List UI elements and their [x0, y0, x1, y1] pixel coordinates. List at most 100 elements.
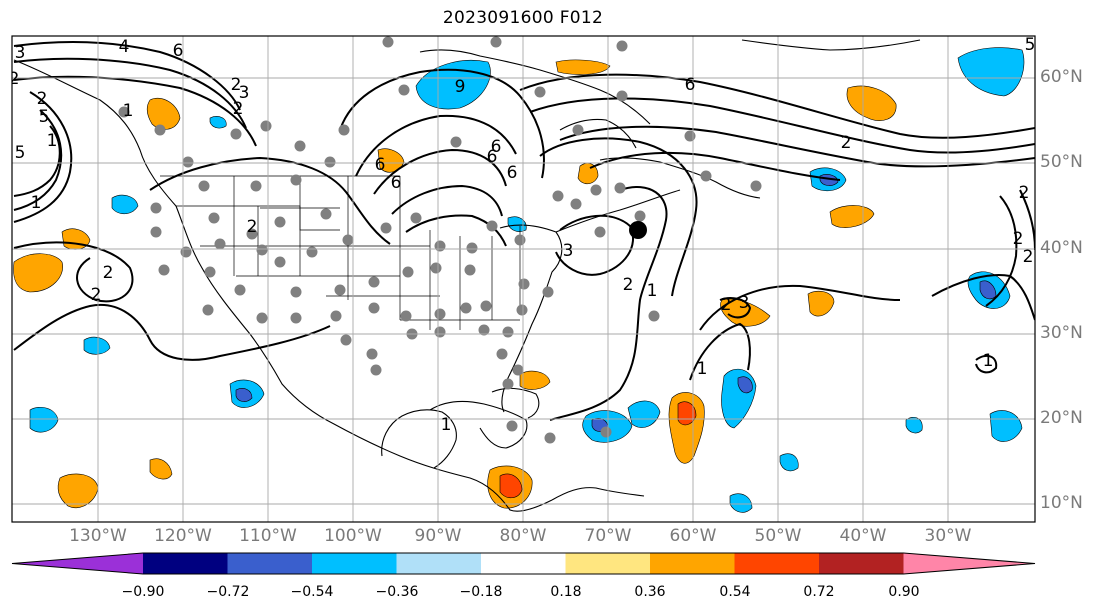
negative-anomaly-patch [83, 336, 111, 355]
colorbar-tick-label: −0.54 [290, 584, 334, 600]
colorbar-segment [227, 553, 313, 574]
positive-anomaly-patch [149, 458, 173, 480]
positive-anomaly-patch [377, 148, 405, 173]
contour-label: 3 [239, 83, 250, 103]
colorbar-tick-label: −0.72 [206, 584, 250, 600]
lon-label: 50°W [754, 526, 802, 546]
colorbar-segment [312, 553, 397, 574]
colorbar-tick-label: 0.72 [803, 584, 835, 600]
colorbar-segment [734, 553, 820, 574]
negative-anomaly-patch [957, 47, 1025, 97]
contour-label: 3 [739, 293, 750, 313]
lon-label: 70°W [584, 526, 632, 546]
negative-anomaly-patch [235, 388, 253, 402]
contour-label: 3 [15, 43, 26, 63]
positive-anomaly-patch [146, 98, 181, 130]
contour-label: 6 [375, 155, 386, 175]
negative-anomaly-patch [737, 376, 753, 394]
contour-label: 2 [721, 295, 732, 315]
negative-anomaly-patch [507, 216, 527, 232]
colorbar-tick-label: 0.90 [888, 584, 920, 600]
contour-label: 2 [247, 217, 258, 237]
contour-label: 1 [47, 131, 58, 151]
height-contours [13, 41, 1035, 421]
colorbar-segment [819, 553, 904, 574]
negative-anomaly-patch [905, 417, 923, 434]
lon-label: 130°W [69, 526, 127, 546]
contour-label: 2 [1019, 183, 1030, 203]
contour-label: 3 [563, 241, 574, 261]
negative-anomaly-patch [779, 453, 799, 472]
contour-label: 1 [647, 281, 658, 301]
colorbar-segment [143, 553, 228, 574]
lat-label: 60°N [1040, 67, 1083, 87]
lon-label: 80°W [499, 526, 547, 546]
positive-anomaly-patch [555, 59, 611, 75]
lon-label: 110°W [239, 526, 297, 546]
negative-anomaly-patch [627, 400, 661, 428]
colorbar-extend-min [12, 553, 143, 574]
contour-label: 2 [231, 75, 242, 95]
lon-label: 40°W [839, 526, 887, 546]
contour-label: 4 [119, 37, 130, 57]
colorbar-tick-label: −0.90 [121, 584, 165, 600]
contour-label: 2 [91, 285, 102, 305]
positive-anomaly-patch [13, 253, 63, 293]
lat-label: 20°N [1040, 408, 1083, 428]
lon-label: 120°W [154, 526, 212, 546]
colorbar-segment [396, 553, 482, 574]
positive-anomaly-patch [499, 473, 523, 499]
positive-anomaly-patch [846, 85, 897, 121]
contour-label: 2 [233, 99, 244, 119]
lat-label: 50°N [1040, 152, 1083, 172]
colorbar-tick-label: 0.18 [550, 584, 582, 600]
contour-label: 1 [123, 101, 134, 121]
positive-anomaly-patch [519, 370, 551, 390]
contour-label: 5 [15, 143, 26, 163]
contour-label: 1 [983, 351, 994, 371]
contour-label: 2 [841, 133, 852, 153]
lon-label: 30°W [924, 526, 972, 546]
lon-label: 90°W [414, 526, 462, 546]
colorbar [11, 552, 1036, 575]
contour-label: 2 [623, 275, 634, 295]
graticule [12, 36, 1035, 522]
colorbar-segment [650, 553, 735, 574]
lat-label: 30°N [1040, 323, 1083, 343]
highlighted-station-marker [629, 221, 647, 239]
contour-label: 5 [1025, 35, 1036, 55]
lat-label: 40°N [1040, 238, 1083, 258]
contour-label: 1 [697, 359, 708, 379]
contour-label: 2 [37, 89, 48, 109]
contour-label: 1 [31, 193, 42, 213]
colorbar-tick-label: −0.18 [459, 584, 503, 600]
lon-label: 100°W [324, 526, 382, 546]
map-plot-area: 3 4 6 3 2 1 2 9 6 6 2 1 2 3 6 6 2 1 2 2 … [12, 35, 1036, 522]
contour-label: 6 [491, 137, 502, 157]
station-markers [118, 36, 762, 444]
contour-label: 1 [441, 415, 452, 435]
colorbar-tick-label: 0.54 [719, 584, 751, 600]
state-borders [160, 175, 521, 330]
map-frame [11, 35, 1036, 523]
lat-label: 10°N [1040, 493, 1083, 513]
contour-label: 6 [685, 75, 696, 95]
contour-label: 6 [173, 41, 184, 61]
colorbar-extend-max [903, 553, 1035, 574]
negative-anomaly-patch [29, 407, 59, 433]
contour-label: 6 [507, 163, 518, 183]
lon-label: 60°W [669, 526, 717, 546]
contour-label: 6 [391, 173, 402, 193]
contour-label: 2 [1013, 229, 1024, 249]
positive-anomaly-patch [57, 473, 99, 508]
colorbar-segment [565, 553, 651, 574]
negative-anomaly-patch [989, 410, 1023, 442]
contour-label: 5 [39, 107, 50, 127]
colorbar-tick-label: 0.36 [634, 584, 666, 600]
contour-labels: 3 4 6 3 2 1 2 9 6 6 2 1 2 3 6 6 2 1 2 2 … [12, 35, 1036, 435]
coastlines [13, 39, 921, 512]
map-title: 2023091600 F012 [442, 8, 604, 28]
negative-anomaly-patch [209, 116, 227, 129]
contour-label: 6 [487, 147, 498, 167]
contour-label: 2 [1023, 247, 1034, 267]
